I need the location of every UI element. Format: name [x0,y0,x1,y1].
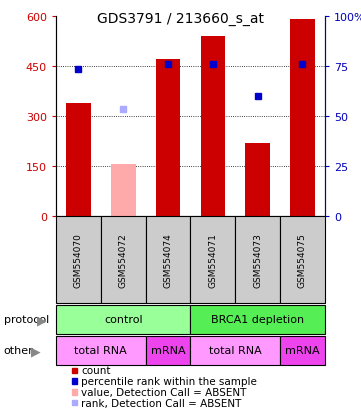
Bar [156,60,180,217]
Bar [56,305,191,335]
Bar [235,217,280,304]
Text: total RNA: total RNA [209,346,262,356]
Bar [191,217,235,304]
Text: BRCA1 depletion: BRCA1 depletion [211,315,304,325]
Bar [290,20,315,217]
Text: total RNA: total RNA [74,346,127,356]
Text: GDS3791 / 213660_s_at: GDS3791 / 213660_s_at [97,12,264,26]
Text: value, Detection Call = ABSENT: value, Detection Call = ABSENT [81,387,247,397]
Bar [101,217,145,304]
Bar [191,336,280,366]
Bar [145,217,191,304]
Bar [56,217,101,304]
Bar [200,36,225,217]
Text: protocol: protocol [4,315,49,325]
Text: GSM554072: GSM554072 [119,233,128,287]
Bar [191,305,325,335]
Text: control: control [104,315,143,325]
Text: mRNA: mRNA [285,346,320,356]
Bar [245,143,270,217]
Bar [280,336,325,366]
Text: count: count [81,366,111,375]
Text: GSM554075: GSM554075 [298,233,307,287]
Text: GSM554071: GSM554071 [208,233,217,287]
Text: percentile rank within the sample: percentile rank within the sample [81,376,257,386]
Text: GSM554074: GSM554074 [164,233,173,287]
Bar [111,165,135,217]
Text: other: other [4,346,33,356]
Text: mRNA: mRNA [151,346,185,356]
Text: ▶: ▶ [37,313,46,326]
Text: ▶: ▶ [31,344,40,357]
Text: rank, Detection Call = ABSENT: rank, Detection Call = ABSENT [81,398,242,408]
Text: GSM554070: GSM554070 [74,233,83,287]
Bar [66,103,91,217]
Bar [56,336,145,366]
Bar [145,336,191,366]
Bar [280,217,325,304]
Text: GSM554073: GSM554073 [253,233,262,287]
